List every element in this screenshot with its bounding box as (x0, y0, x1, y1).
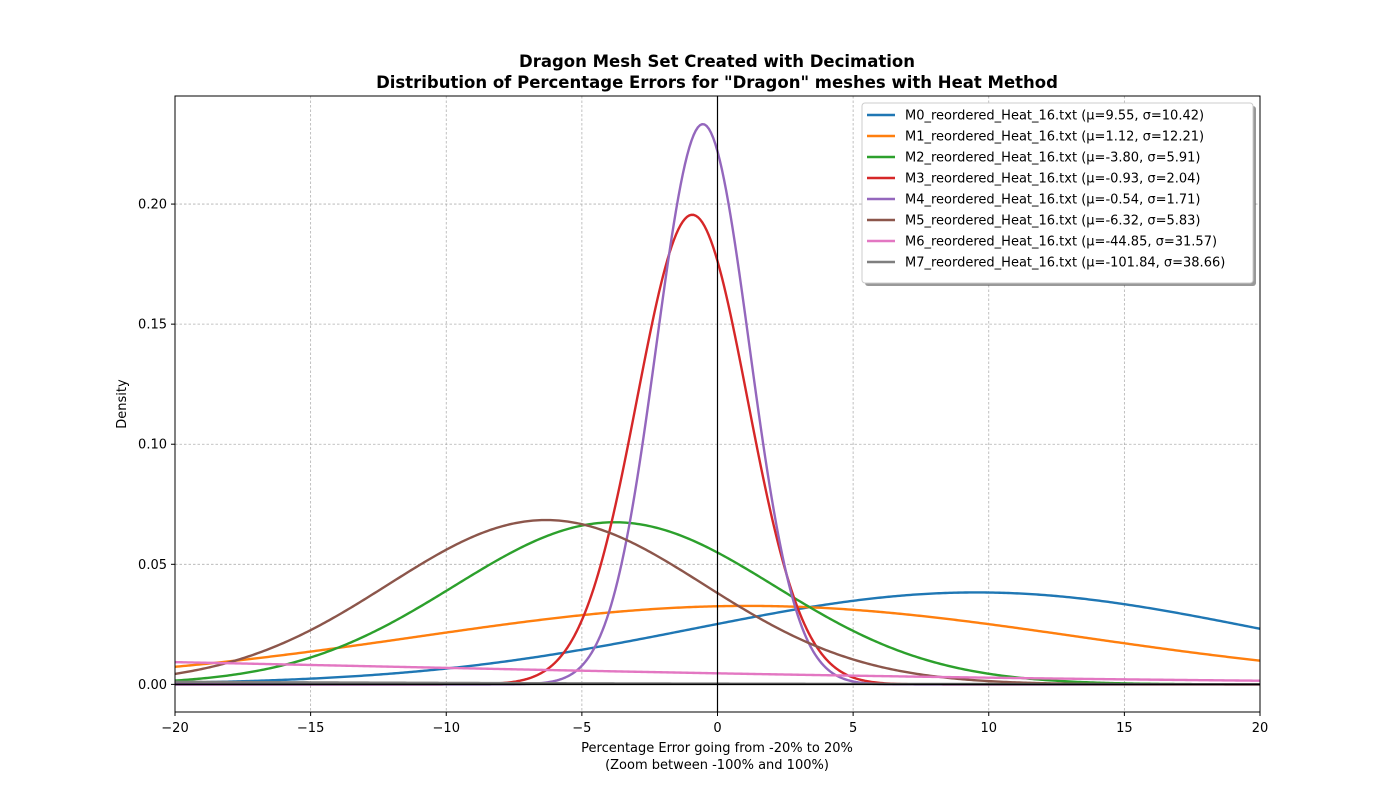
reference-lines (175, 96, 1260, 712)
legend-label-m7: M7_reordered_Heat_16.txt (μ=-101.84, σ=3… (905, 256, 1225, 271)
legend-label-m0: M0_reordered_Heat_16.txt (μ=9.55, σ=10.4… (905, 109, 1204, 124)
y-tick-label: 0.20 (138, 198, 167, 213)
legend: M0_reordered_Heat_16.txt (μ=9.55, σ=10.4… (861, 102, 1256, 286)
chart-title: Dragon Mesh Set Created with Decimation (519, 52, 915, 71)
y-axis-ticks: 0.00 0.05 0.10 0.15 0.20 (138, 198, 175, 693)
x-tick-label: −10 (433, 721, 460, 736)
x-tick-label: 10 (980, 721, 997, 736)
x-axis-label: Percentage Error going from -20% to 20% (581, 741, 853, 756)
x-tick-label: −20 (161, 721, 188, 736)
y-tick-label: 0.00 (138, 678, 167, 693)
y-tick-label: 0.05 (138, 558, 167, 573)
legend-label-m3: M3_reordered_Heat_16.txt (μ=-0.93, σ=2.0… (905, 172, 1201, 187)
x-tick-label: −15 (297, 721, 324, 736)
x-axis-ticks: −20 −15 −10 −5 0 5 10 15 20 (161, 712, 1268, 736)
x-tick-label: 5 (849, 721, 857, 736)
legend-label-m1: M1_reordered_Heat_16.txt (μ=1.12, σ=12.2… (905, 130, 1204, 145)
legend-label-m4: M4_reordered_Heat_16.txt (μ=-0.54, σ=1.7… (905, 193, 1201, 208)
x-tick-label: −5 (572, 721, 591, 736)
x-tick-label: 0 (713, 721, 721, 736)
chart-subtitle: Distribution of Percentage Errors for "D… (376, 73, 1058, 92)
x-tick-label: 20 (1252, 721, 1269, 736)
y-axis-label: Density (115, 379, 130, 429)
y-tick-label: 0.10 (138, 438, 167, 453)
legend-label-m6: M6_reordered_Heat_16.txt (μ=-44.85, σ=31… (905, 235, 1217, 250)
x-axis-sublabel: (Zoom between -100% and 100%) (605, 758, 829, 773)
legend-label-m5: M5_reordered_Heat_16.txt (μ=-6.32, σ=5.8… (905, 214, 1201, 229)
legend-label-m2: M2_reordered_Heat_16.txt (μ=-3.80, σ=5.9… (905, 151, 1201, 166)
y-tick-label: 0.15 (138, 318, 167, 333)
x-tick-label: 15 (1116, 721, 1133, 736)
legend-box (861, 102, 1254, 284)
